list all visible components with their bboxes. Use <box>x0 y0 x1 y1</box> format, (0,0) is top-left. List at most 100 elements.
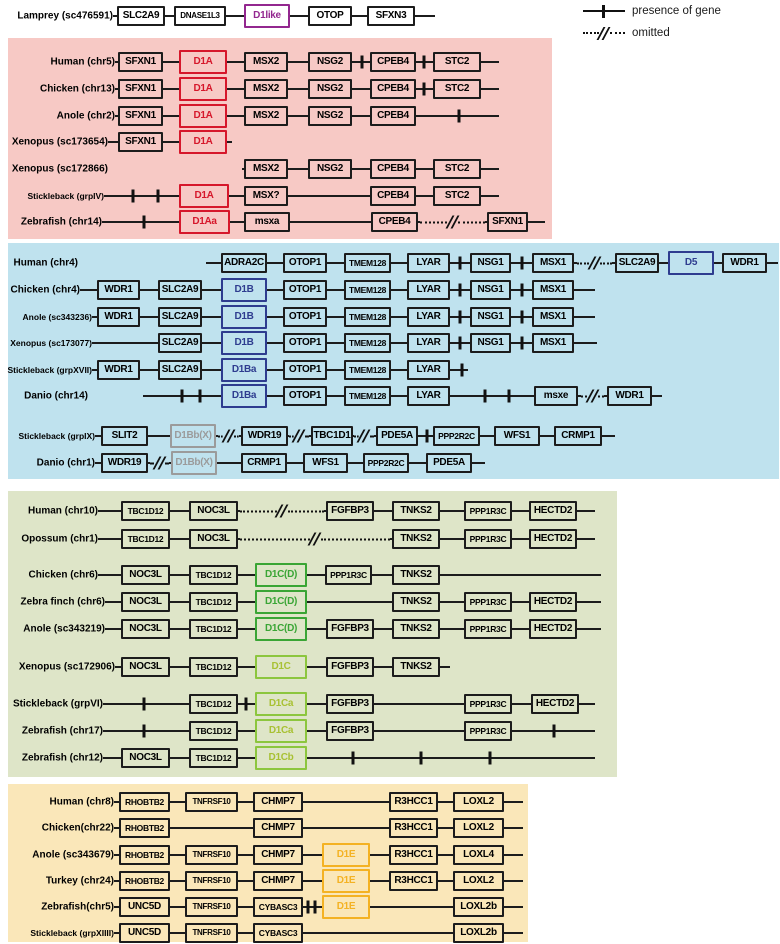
presence-tick-icon <box>520 336 524 350</box>
gene-box-otop1: OTOP1 <box>283 307 327 327</box>
gene-box-tbc1d12: TBC1D12 <box>189 748 238 768</box>
gene-label: WFS1 <box>312 457 339 468</box>
gene-label: CHMP7 <box>261 849 295 860</box>
gene-box-noc3l: NOC3L <box>189 529 238 549</box>
gene-label: MSX1 <box>539 284 567 295</box>
gene-box-rhobtb2: RHOBTB2 <box>119 818 170 838</box>
gene-box-msx1: MSX1 <box>532 333 574 353</box>
gene-box-wdr1: WDR1 <box>722 253 767 273</box>
gene-box-ppp1r3c: PPP1R3C <box>464 592 512 612</box>
gene-box-pde5a: PDE5A <box>376 426 418 446</box>
gene-label: D1E <box>336 875 356 886</box>
row-label-xenopus-sc173654: Xenopus (sc173654) <box>11 136 108 148</box>
gene-box-d1a: D1A <box>179 104 227 128</box>
presence-tick-icon <box>419 751 423 765</box>
omitted-marker-icon <box>289 428 309 444</box>
gene-label: WDR19 <box>107 457 142 468</box>
gene-label: D1Ca <box>268 698 294 709</box>
gene-label: OTOP1 <box>288 364 322 375</box>
gene-box-lyar: LYAR <box>407 253 450 273</box>
gene-box-ppp1r3c: PPP1R3C <box>325 565 372 585</box>
gene-box-msx1: MSX1 <box>532 307 574 327</box>
gene-label: MSX1 <box>539 337 567 348</box>
row-label-turkey-chr24: Turkey (chr24) <box>45 875 114 887</box>
omitted-marker-icon <box>420 214 485 230</box>
row-label-zebrafish-chr5: Zebrafish(chr5) <box>41 901 114 913</box>
gene-box-nsg1: NSG1 <box>470 333 511 353</box>
gene-label: SFXN1 <box>125 56 156 67</box>
gene-label: HECTD2 <box>533 596 573 607</box>
gene-box-d1a: D1A <box>179 77 227 101</box>
gene-box-noc3l: NOC3L <box>121 592 170 612</box>
gene-label: D1Aa <box>192 216 217 227</box>
gene-box-d1c-d: D1C(D) <box>255 563 307 587</box>
presence-tick-icon <box>244 697 248 711</box>
gene-box-tmem128: TMEM128 <box>344 307 391 327</box>
gene-box-tmem128: TMEM128 <box>344 280 391 300</box>
gene-label: NSG2 <box>316 163 344 174</box>
gene-box-d1ba: D1Ba <box>221 358 267 382</box>
gene-box-nsg2: NSG2 <box>308 106 352 126</box>
gene-label: NSG2 <box>316 110 344 121</box>
gene-label: TBC1D12 <box>127 505 164 516</box>
gene-label: PDE5A <box>433 457 465 468</box>
gene-box-chmp7: CHMP7 <box>253 871 303 891</box>
gene-label: NSG2 <box>316 56 344 67</box>
gene-box-hectd2: HECTD2 <box>529 619 577 639</box>
gene-label: msxa <box>254 216 280 227</box>
synteny-line-chicken-chr13 <box>115 88 499 90</box>
gene-label: CHMP7 <box>261 822 295 833</box>
gene-box-sfxn1: SFXN1 <box>487 212 528 232</box>
gene-box-loxl2: LOXL2 <box>453 792 504 812</box>
gene-label: RHOBTB2 <box>125 875 164 886</box>
gene-label: D1Cb <box>268 752 294 763</box>
gene-box-tnks2: TNKS2 <box>392 529 440 549</box>
gene-box-msx1: MSX1 <box>532 253 574 273</box>
gene-box-wdr1: WDR1 <box>97 307 140 327</box>
gene-label: TNKS2 <box>400 661 432 672</box>
gene-box-tnks2: TNKS2 <box>392 592 440 612</box>
gene-box-tbc1d12: TBC1D12 <box>121 501 170 521</box>
presence-tick-icon <box>142 697 146 711</box>
gene-box-d1e: D1E <box>322 843 370 867</box>
gene-label: D1Bb(X) <box>174 430 212 441</box>
gene-label: SFXN1 <box>125 110 156 121</box>
gene-label: NOC3L <box>129 623 162 634</box>
gene-box-slit2: SLIT2 <box>101 426 148 446</box>
gene-label: RHOBTB2 <box>125 822 164 833</box>
row-label-chicken-chr6: Chicken (chr6) <box>28 569 98 581</box>
gene-box-ppp1r3c: PPP1R3C <box>464 694 512 714</box>
row-label-anole-sc343679: Anole (sc343679) <box>32 849 114 861</box>
gene-label: LYAR <box>416 284 441 295</box>
gene-label: PPP1R3C <box>469 596 507 607</box>
gene-box-otop: OTOP <box>308 6 352 26</box>
gene-box-d1ca: D1Ca <box>255 719 307 743</box>
gene-label: D1E <box>336 901 356 912</box>
gene-label: FGFBP3 <box>331 698 369 709</box>
gene-box-noc3l: NOC3L <box>189 501 238 521</box>
row-label-stickleback-grpiv: Stickleback (grpIV) <box>27 191 104 201</box>
row-label-xenopus-sc172866: Xenopus (sc172866) <box>11 163 108 175</box>
gene-box-otop1: OTOP1 <box>283 253 327 273</box>
gene-label: CPEB4 <box>377 83 409 94</box>
gene-box-fgfbp3: FGFBP3 <box>326 694 374 714</box>
gene-label: STC2 <box>444 190 470 201</box>
gene-label: HECTD2 <box>535 698 575 709</box>
row-label-stickleback-grpix: Stickleback (grpIX) <box>18 431 95 441</box>
gene-box-fgfbp3: FGFBP3 <box>326 501 374 521</box>
synteny-line-danio-chr14 <box>143 395 662 397</box>
gene-label: NOC3L <box>129 661 162 672</box>
gene-label: NSG1 <box>477 311 504 322</box>
gene-box-msx1: MSX1 <box>532 280 574 300</box>
gene-label: D1Ba <box>231 364 257 375</box>
presence-tick-icon <box>520 283 524 297</box>
gene-box-sfxn1: SFXN1 <box>118 106 163 126</box>
gene-box-slc2a9: SLC2A9 <box>615 253 659 273</box>
omitted-marker-icon <box>581 388 604 404</box>
gene-label: TNFRSF10 <box>192 850 231 859</box>
omitted-marker-icon <box>218 428 239 444</box>
gene-label: OTOP1 <box>288 311 322 322</box>
gene-box-loxl2: LOXL2 <box>453 818 504 838</box>
gene-label: msxe <box>543 390 569 401</box>
row-label-lamprey-sc476591: Lamprey (sc476591) <box>17 10 113 22</box>
